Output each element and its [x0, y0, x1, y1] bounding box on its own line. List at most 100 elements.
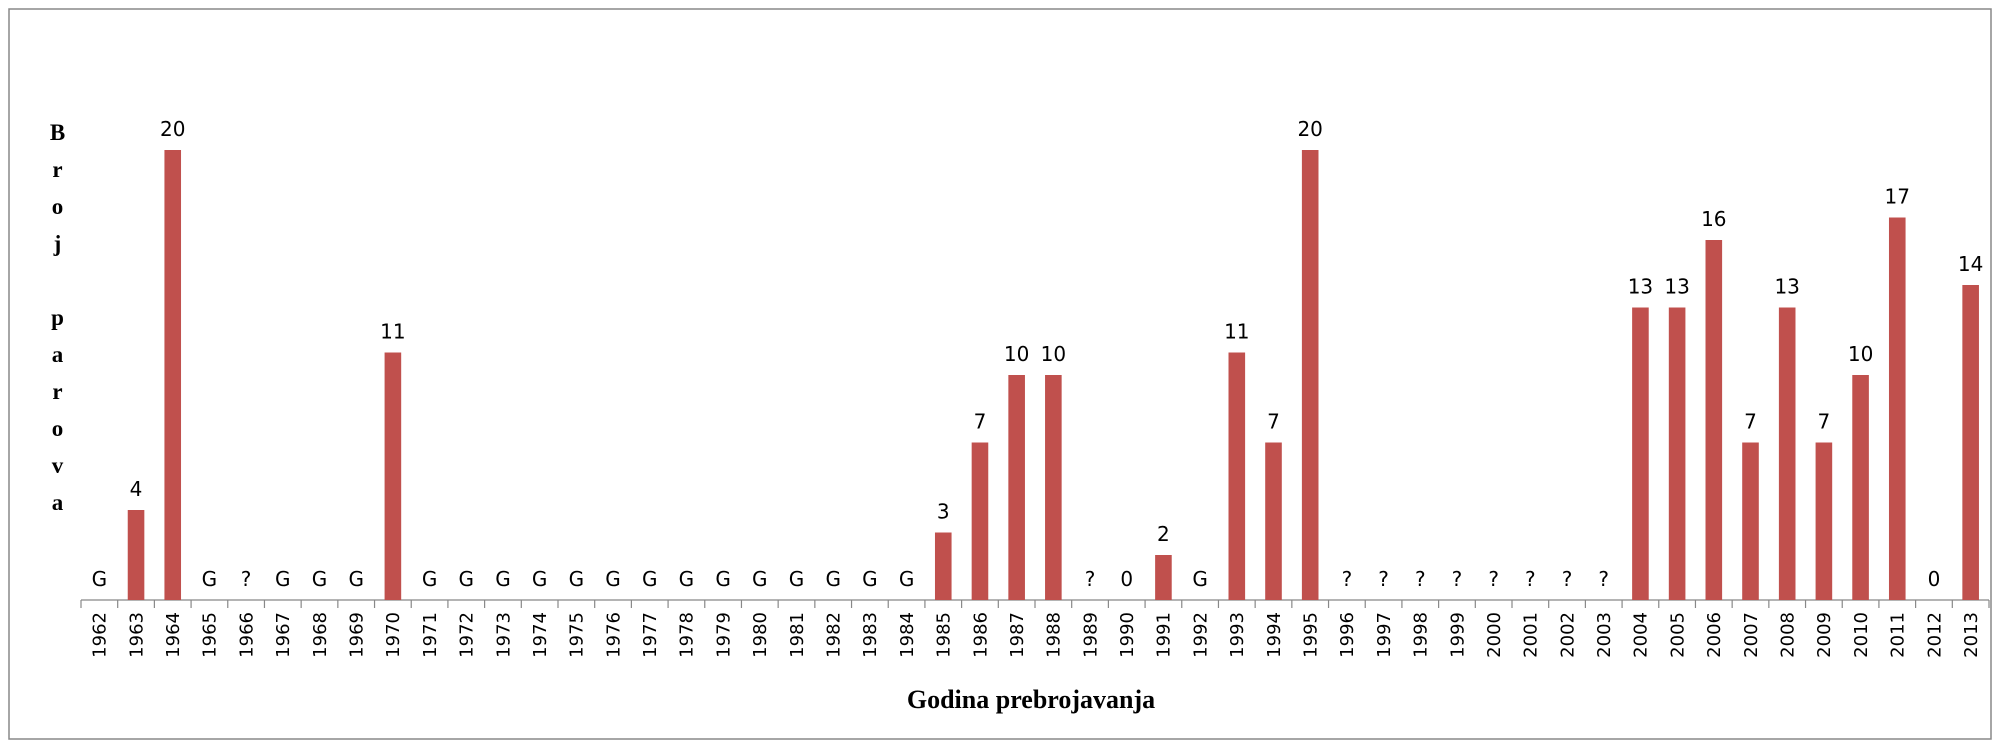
y-axis-title: Broj parova — [45, 120, 70, 527]
x-tick-label: 1979 — [713, 612, 734, 658]
data-label: G — [569, 567, 585, 591]
data-label: G — [789, 567, 805, 591]
data-label: ? — [1452, 567, 1463, 591]
data-label: 13 — [1628, 275, 1653, 299]
data-label: G — [495, 567, 511, 591]
bar — [1632, 307, 1649, 600]
x-tick-label: 1962 — [90, 612, 111, 658]
bar — [1962, 285, 1979, 600]
data-label: 0 — [1928, 567, 1941, 591]
data-label: 11 — [380, 320, 405, 344]
x-tick-label: 2000 — [1484, 612, 1505, 658]
data-label: G — [312, 567, 328, 591]
data-label: G — [642, 567, 658, 591]
x-tick-label: 1994 — [1264, 612, 1285, 658]
x-tick-label: 1982 — [823, 612, 844, 658]
data-label: G — [715, 567, 731, 591]
bar — [384, 352, 402, 600]
bar — [1705, 240, 1723, 600]
bar — [1265, 442, 1282, 600]
x-tick-label: 1980 — [750, 612, 771, 658]
x-tick-label: 2009 — [1814, 612, 1835, 658]
x-tick-label: 1966 — [236, 612, 257, 658]
bar — [1301, 150, 1319, 600]
data-label: ? — [1378, 567, 1389, 591]
x-tick-label: 1972 — [457, 612, 478, 658]
data-label: 13 — [1774, 275, 1799, 299]
x-tick-label: 2010 — [1851, 612, 1872, 658]
data-label: 10 — [1041, 342, 1066, 366]
data-label: 3 — [937, 500, 950, 524]
x-tick-label: 2007 — [1741, 612, 1762, 658]
data-label: ? — [241, 567, 252, 591]
bar — [1742, 442, 1759, 600]
x-tick-label: 1993 — [1227, 612, 1248, 658]
x-tick-label: 2011 — [1888, 612, 1909, 658]
data-label: ? — [1342, 567, 1353, 591]
data-label: 2 — [1157, 522, 1170, 546]
bar — [1778, 307, 1796, 600]
data-label: 7 — [1267, 410, 1280, 434]
data-label: G — [1192, 567, 1208, 591]
x-tick-label: 1989 — [1080, 612, 1101, 658]
data-label: G — [752, 567, 768, 591]
data-label: G — [422, 567, 438, 591]
data-label: 10 — [1004, 342, 1029, 366]
x-tick-label: 2012 — [1924, 612, 1945, 658]
x-tick-label: 1965 — [200, 612, 221, 658]
data-label: 11 — [1224, 320, 1249, 344]
data-label: G — [679, 567, 695, 591]
x-tick-label: 1999 — [1447, 612, 1468, 658]
x-tick-label: 1969 — [346, 612, 367, 658]
bar — [934, 532, 952, 600]
chart-border — [8, 8, 1992, 740]
x-tick-label: 1996 — [1337, 612, 1358, 658]
data-label: 16 — [1701, 207, 1726, 231]
bar — [1045, 375, 1062, 600]
x-tick-label: 1974 — [530, 612, 551, 658]
bar — [1888, 217, 1906, 600]
x-tick-label: 1998 — [1411, 612, 1432, 658]
x-tick-label: 2002 — [1557, 612, 1578, 658]
data-label: G — [459, 567, 475, 591]
bar — [1155, 555, 1172, 600]
x-tick-label: 1986 — [970, 612, 991, 658]
data-label: 17 — [1885, 185, 1910, 209]
data-label: 13 — [1664, 275, 1689, 299]
data-label: 7 — [1818, 410, 1831, 434]
data-label: 7 — [974, 410, 987, 434]
x-tick-label: 1990 — [1117, 612, 1138, 658]
data-label: G — [899, 567, 915, 591]
data-label: G — [275, 567, 291, 591]
data-label: G — [862, 567, 878, 591]
bar — [971, 442, 989, 600]
x-tick-label: 2008 — [1777, 612, 1798, 658]
x-tick-label: 1975 — [567, 612, 588, 658]
data-label: ? — [1562, 567, 1573, 591]
data-label: ? — [1598, 567, 1609, 591]
x-tick-label: 1995 — [1300, 612, 1321, 658]
data-label: 7 — [1744, 410, 1757, 434]
x-tick-label: 1964 — [163, 612, 184, 658]
x-tick-label: 1971 — [420, 612, 441, 658]
x-tick-label: 1983 — [860, 612, 881, 658]
x-tick-label: 1976 — [603, 612, 624, 658]
x-tick-label: 1988 — [1044, 612, 1065, 658]
bar — [1668, 307, 1686, 600]
x-tick-label: 1973 — [493, 612, 514, 658]
x-tick-label: 2013 — [1961, 612, 1982, 658]
x-tick-label: 2006 — [1704, 612, 1725, 658]
x-tick-label: 1991 — [1154, 612, 1175, 658]
data-label: G — [532, 567, 548, 591]
x-tick-label: 1981 — [787, 612, 808, 658]
bar — [127, 510, 145, 600]
x-tick-label: 2001 — [1521, 612, 1542, 658]
x-tick-label: 2004 — [1631, 612, 1652, 658]
bar — [1815, 442, 1833, 600]
x-tick-label: 1977 — [640, 612, 661, 658]
data-label: 20 — [1297, 117, 1322, 141]
data-label: 0 — [1120, 567, 1133, 591]
data-label: 10 — [1848, 342, 1873, 366]
x-tick-label: 2005 — [1667, 612, 1688, 658]
